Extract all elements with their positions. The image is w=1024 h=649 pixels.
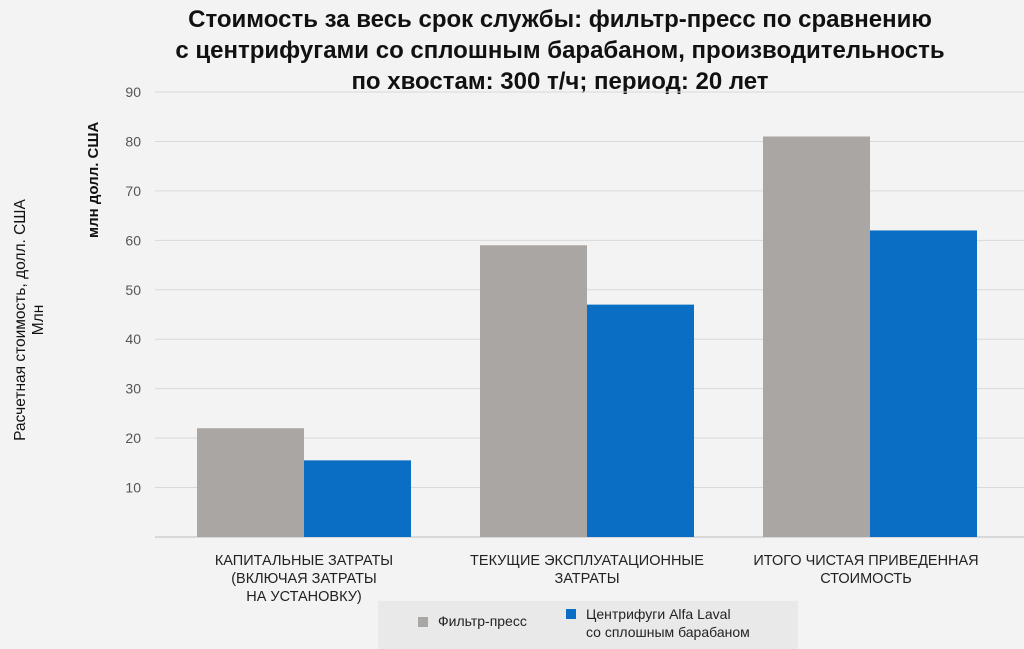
bar-series-1-category-0 [304, 460, 411, 537]
chart-title: Стоимость за весь срок службы: фильтр-пр… [60, 4, 1024, 97]
bar-series-1-category-1 [587, 304, 694, 537]
category-label-0-line-2: НА УСТАНОВКУ) [246, 589, 362, 605]
title-line-1: Стоимость за весь срок службы: фильтр-пр… [188, 6, 932, 33]
category-label-2: ИТОГО ЧИСТАЯ ПРИВЕДЕННАЯ СТОИМОСТЬ [708, 552, 1024, 588]
category-label-1: ТЕКУЩИЕ ЭКСПЛУАТАЦИОННЫЕ ЗАТРАТЫ [427, 552, 747, 588]
title-line-3: по хвостам: 300 т/ч; период: 20 лет [351, 68, 769, 95]
bar-series-0-category-0 [197, 428, 304, 537]
title-line-2: с центрифугами со сплошным барабаном, пр… [175, 37, 945, 64]
y-tick-label-30: 30 [125, 381, 141, 397]
category-label-0-line-1: (ВКЛЮЧАЯ ЗАТРАТЫ [231, 571, 377, 587]
legend-label-filter-press: Фильтр-пресс [438, 613, 527, 629]
y-tick-label-80: 80 [125, 133, 141, 149]
legend-label-centrifuge-line-2: со сплошным барабаном [586, 624, 750, 640]
y-tick-label-40: 40 [125, 331, 141, 347]
legend-swatch-filter-press [418, 617, 428, 627]
y-tick-label-20: 20 [125, 430, 141, 446]
y-tick-label-90: 90 [125, 84, 141, 100]
y-tick-label-50: 50 [125, 282, 141, 298]
bar-series-0-category-1 [480, 245, 587, 537]
category-label-1-line-1: ЗАТРАТЫ [554, 571, 620, 587]
bar-series-0-category-2 [763, 136, 870, 537]
legend-item-filter-press: Фильтр-пресс [418, 613, 527, 629]
category-label-1-line-0: ТЕКУЩИЕ ЭКСПЛУАТАЦИОННЫЕ [470, 553, 704, 569]
y-tick-label-10: 10 [125, 480, 141, 496]
category-label-2-line-0: ИТОГО ЧИСТАЯ ПРИВЕДЕННАЯ [753, 553, 979, 569]
category-label-2-line-1: СТОИМОСТЬ [820, 571, 912, 587]
legend: Фильтр-пресс Центрифуги Alfa Laval со сп… [378, 601, 798, 649]
bar-chart: 10 20 30 40 50 60 70 80 90 [125, 84, 1024, 538]
legend-label-centrifuge-line-1: Центрифуги Alfa Laval [586, 606, 731, 622]
y-tick-label-70: 70 [125, 183, 141, 199]
category-label-0: КАПИТАЛЬНЫЕ ЗАТРАТЫ (ВКЛЮЧАЯ ЗАТРАТЫ НА УС… [144, 552, 464, 606]
y-tick-label-60: 60 [125, 232, 141, 248]
bar-series-1-category-2 [870, 230, 977, 537]
category-label-0-line-0: КАПИТАЛЬНЫЕ ЗАТРАТЫ [214, 553, 394, 569]
legend-swatch-centrifuge [566, 609, 576, 619]
legend-item-centrifuge: Центрифуги Alfa Laval со сплошным бараба… [566, 605, 750, 641]
